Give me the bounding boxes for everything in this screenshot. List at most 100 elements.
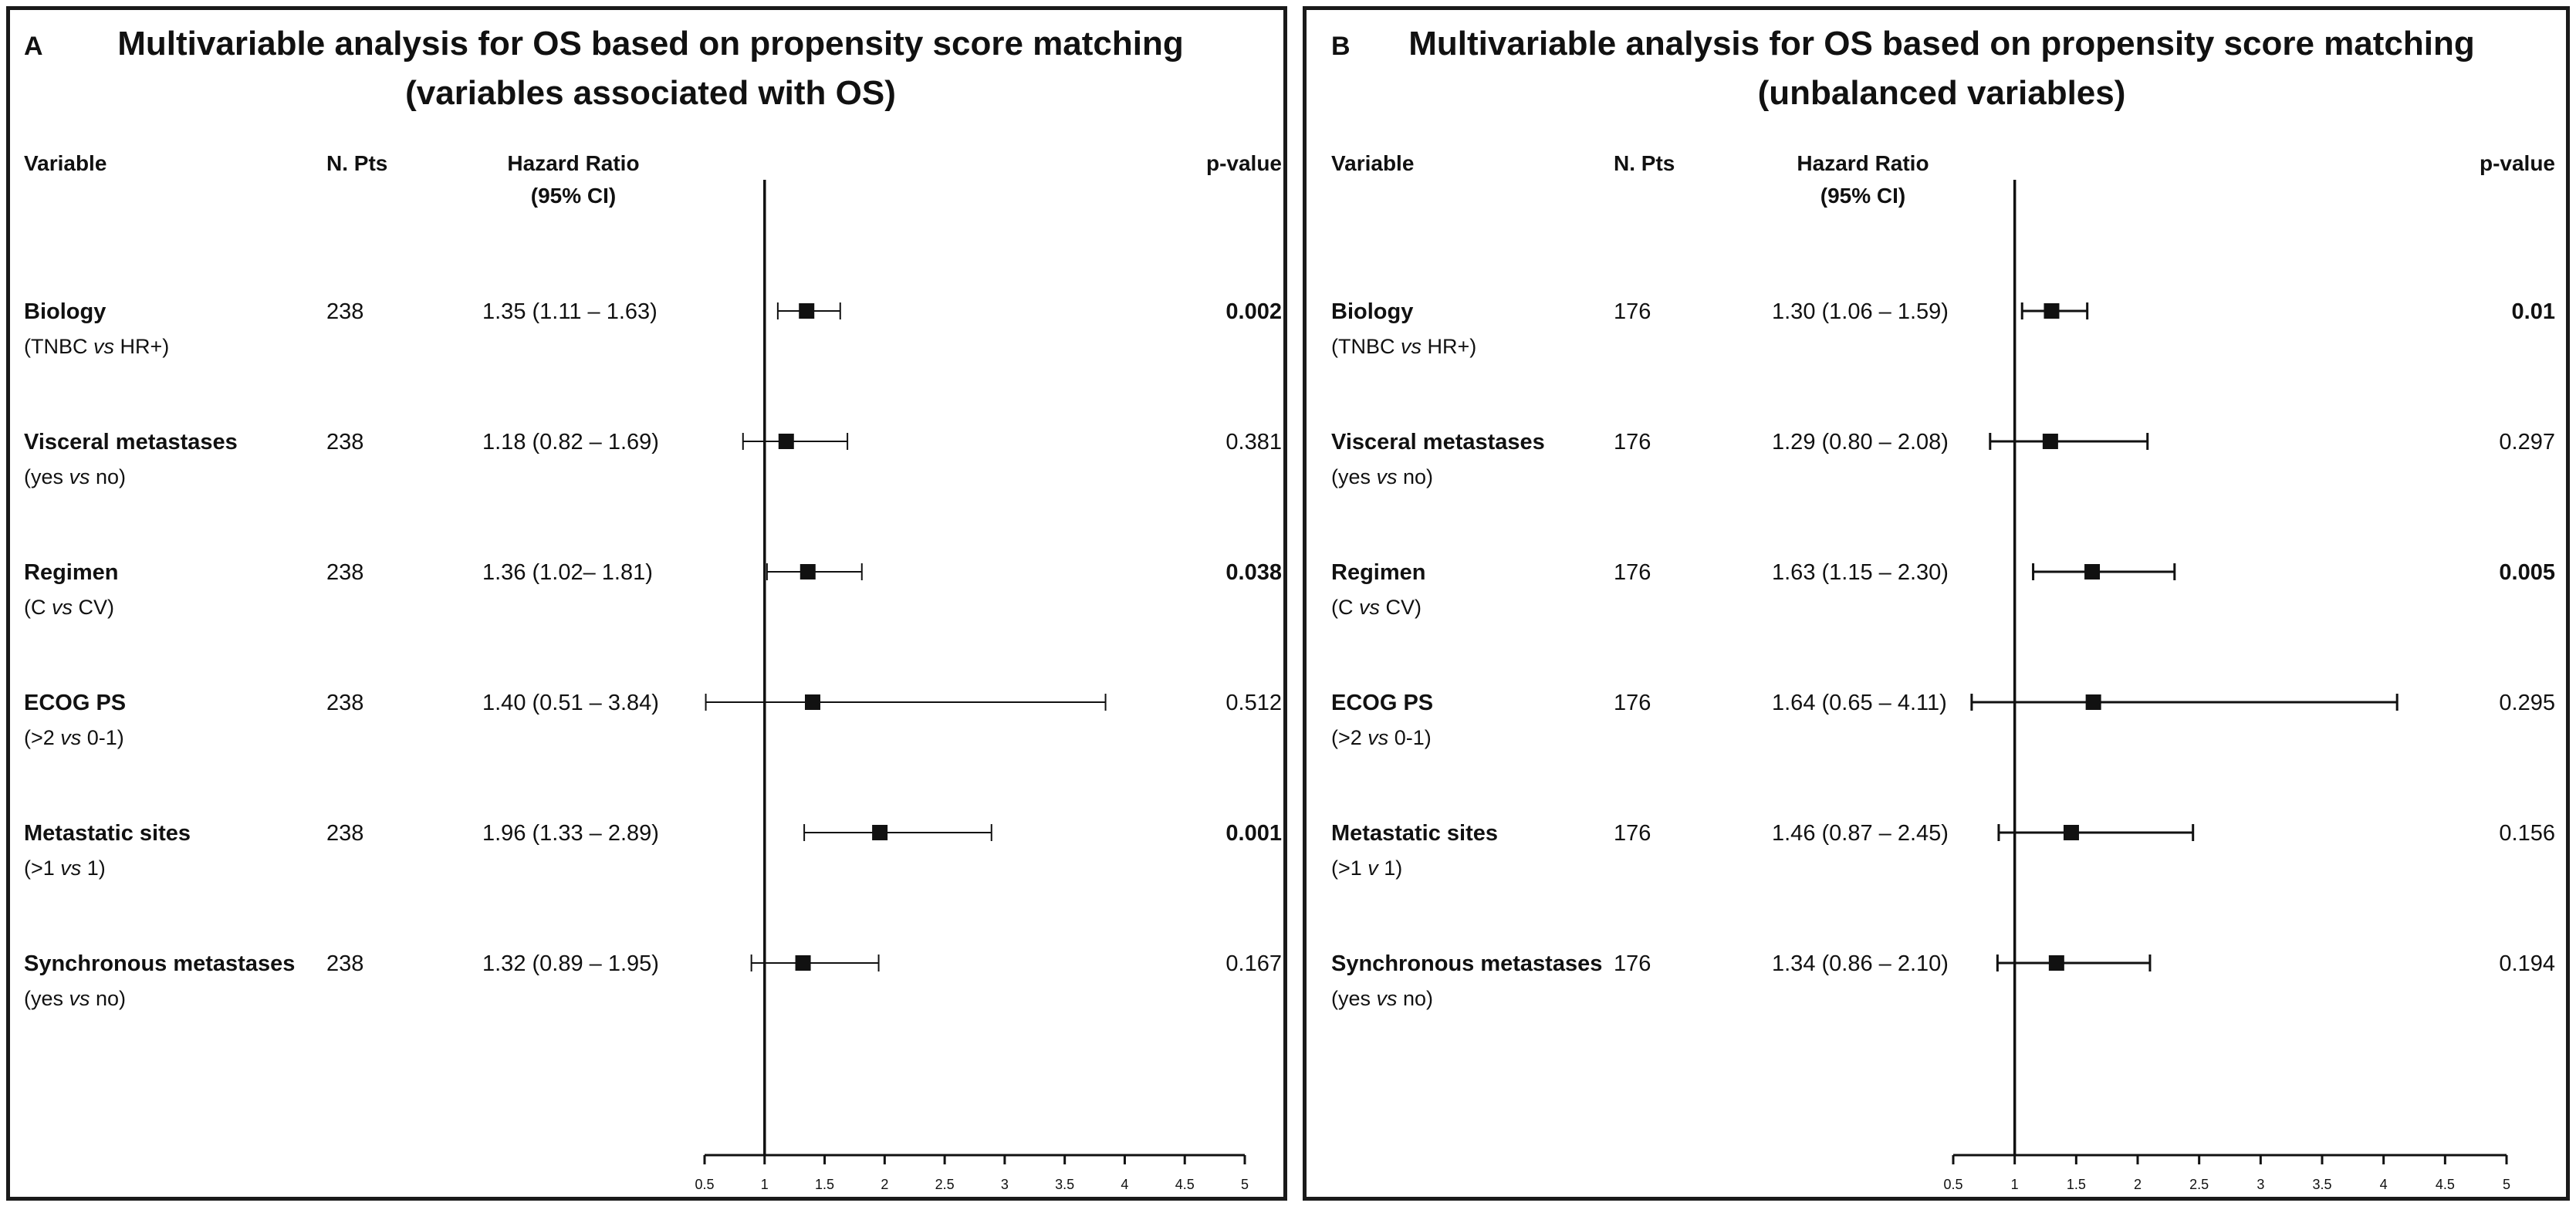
pb-x-tick-label-5: 3 [2257, 1177, 2264, 1192]
pb-row-5-variable: Synchronous metastases [1331, 951, 1602, 976]
pa-row-3-comparison-part-1: vs [60, 726, 81, 749]
pb-header-npts: N. Pts [1614, 151, 1675, 175]
pa-x-tick-label-9: 5 [1241, 1177, 1249, 1192]
pb-x-tick-label-4: 2.5 [2189, 1177, 2209, 1192]
pa-x-tick-label-6: 3.5 [1055, 1177, 1074, 1192]
pa-row-2-hr-marker [800, 564, 816, 579]
pb-row-4-pvalue: 0.156 [2499, 821, 2555, 846]
pa-row-5-hr-marker [795, 955, 811, 971]
pa-x-tick-label-1: 1 [761, 1177, 769, 1192]
pb-row-1-variable: Visceral metastases [1331, 430, 1545, 454]
pa-row-2-pvalue: 0.038 [1225, 560, 1282, 585]
pb-row-4-variable: Metastatic sites [1331, 821, 1498, 846]
pb-row-2-npts: 176 [1614, 560, 1651, 585]
pb-header-ci: (95% CI) [1820, 184, 1905, 208]
forest-plot-b: B Multivariable analysis for OS based on … [1331, 25, 2555, 1192]
pa-title-line1: Multivariable analysis for OS based on p… [117, 25, 1184, 63]
pb-header-pvalue: p-value [2480, 151, 2555, 175]
pb-row-0-comparison: (TNBC vs HR+) [1331, 335, 1476, 358]
pa-row-0-hr-marker [799, 303, 815, 319]
pa-row-2-comparison-part-0: (C [24, 596, 52, 619]
pa-row-2-npts: 238 [326, 560, 363, 585]
pb-row-3-npts: 176 [1614, 691, 1651, 715]
pa-x-tick-label-5: 3 [1001, 1177, 1009, 1192]
pa-row-1-comparison-part-0: (yes [24, 465, 69, 488]
pa-row-0-comparison-part-1: vs [93, 335, 114, 358]
pb-x-tick-label-3: 2 [2134, 1177, 2142, 1192]
pb-row-3-comparison-part-0: (>2 [1331, 726, 1367, 749]
pb-row-5-comparison: (yes vs no) [1331, 987, 1433, 1010]
pa-row-4-hr-marker [872, 825, 888, 840]
pa-row-3-comparison-part-0: (>2 [24, 726, 60, 749]
forest-panel-a: A Multivariable analysis for OS based on … [6, 6, 1287, 1201]
pa-header-npts: N. Pts [326, 151, 387, 175]
pb-row-3-hr-ci: 1.64 (0.65 – 4.11) [1772, 691, 1947, 715]
pa-header-hr: Hazard Ratio [507, 151, 639, 175]
pa-row-3-comparison: (>2 vs 0-1) [24, 726, 124, 749]
pb-row-5-comparison-part-2: no) [1398, 987, 1434, 1010]
pa-x-tick-label-7: 4 [1121, 1177, 1128, 1192]
pa-row-3-comparison-part-2: 0-1) [81, 726, 124, 749]
pa-row-1-npts: 238 [326, 430, 363, 454]
pb-row-0-npts: 176 [1614, 299, 1651, 324]
pb-row-2-hr-marker [2084, 564, 2101, 579]
pb-x-tick-label-1: 1 [2011, 1177, 2019, 1192]
pb-row-4-hr-ci: 1.46 (0.87 – 2.45) [1772, 821, 1949, 846]
pa-row-0-variable: Biology [24, 299, 106, 324]
forest-plot-a: A Multivariable analysis for OS based on … [24, 25, 1282, 1192]
pb-x-tick-label-7: 4 [2380, 1177, 2388, 1192]
pb-row-4-hr-marker [2063, 825, 2079, 840]
pa-row-2-comparison-part-2: CV) [73, 596, 114, 619]
pb-header-variable: Variable [1331, 151, 1414, 175]
pa-title-line2: (variables associated with OS) [405, 74, 896, 112]
pb-x-tick-label-8: 4.5 [2436, 1177, 2455, 1192]
pb-header-hr: Hazard Ratio [1797, 151, 1929, 175]
pb-row-2-comparison: (C vs CV) [1331, 596, 1422, 619]
pa-row-3-hr-marker [805, 694, 820, 710]
pa-row-2-comparison: (C vs CV) [24, 596, 114, 619]
pa-row-5-comparison-part-0: (yes [24, 987, 69, 1010]
pb-x-tick-label-6: 3.5 [2312, 1177, 2331, 1192]
pb-row-1-comparison-part-0: (yes [1331, 465, 1377, 488]
pb-x-tick-label-9: 5 [2503, 1177, 2510, 1192]
pb-x-tick-label-0: 0.5 [1943, 1177, 1962, 1192]
pa-row-4-comparison: (>1 vs 1) [24, 857, 106, 880]
pa-row-4-variable: Metastatic sites [24, 821, 191, 846]
pa-row-5-comparison: (yes vs no) [24, 987, 126, 1010]
pa-x-tick-label-3: 2 [881, 1177, 888, 1192]
pa-row-0-comparison: (TNBC vs HR+) [24, 335, 169, 358]
pb-row-1-hr-ci: 1.29 (0.80 – 2.08) [1772, 430, 1949, 454]
pb-row-0-pvalue: 0.01 [2512, 299, 2555, 324]
pb-row-0-comparison-part-0: (TNBC [1331, 335, 1401, 358]
pb-row-0-hr-marker [2044, 303, 2060, 319]
pb-row-2-comparison-part-1: vs [1359, 596, 1380, 619]
pa-row-4-comparison-part-0: (>1 [24, 857, 60, 880]
pa-row-2-variable: Regimen [24, 560, 118, 585]
pa-row-3-npts: 238 [326, 691, 363, 715]
pa-row-3-pvalue: 0.512 [1225, 691, 1282, 715]
pb-row-4-comparison-part-1: v [1367, 857, 1379, 880]
pa-row-5-comparison-part-1: vs [69, 987, 90, 1010]
pa-row-4-comparison-part-1: vs [60, 857, 81, 880]
pb-row-3-comparison-part-2: 0-1) [1388, 726, 1432, 749]
pa-row-1-hr-marker [778, 434, 794, 449]
pb-row-1-comparison-part-1: vs [1377, 465, 1398, 488]
pa-row-4-pvalue: 0.001 [1225, 821, 1282, 846]
pb-row-5-npts: 176 [1614, 951, 1651, 976]
pa-row-0-comparison-part-0: (TNBC [24, 335, 93, 358]
pb-row-3-comparison: (>2 vs 0-1) [1331, 726, 1432, 749]
pb-row-0-hr-ci: 1.30 (1.06 – 1.59) [1772, 299, 1949, 324]
pb-row-1-hr-marker [2042, 434, 2058, 449]
pb-row-2-comparison-part-2: CV) [1380, 596, 1422, 619]
pa-x-tick-label-4: 2.5 [935, 1177, 955, 1192]
pa-row-4-npts: 238 [326, 821, 363, 846]
pa-row-0-npts: 238 [326, 299, 363, 324]
pa-x-tick-label-8: 4.5 [1175, 1177, 1195, 1192]
pa-row-1-comparison-part-1: vs [69, 465, 90, 488]
pb-row-4-comparison: (>1 v 1) [1331, 857, 1402, 880]
pb-row-2-hr-ci: 1.63 (1.15 – 2.30) [1772, 560, 1949, 585]
pb-row-4-comparison-part-0: (>1 [1331, 857, 1367, 880]
pb-row-4-npts: 176 [1614, 821, 1651, 846]
pb-row-3-variable: ECOG PS [1331, 691, 1433, 715]
pb-panel-letter: B [1331, 32, 1351, 61]
